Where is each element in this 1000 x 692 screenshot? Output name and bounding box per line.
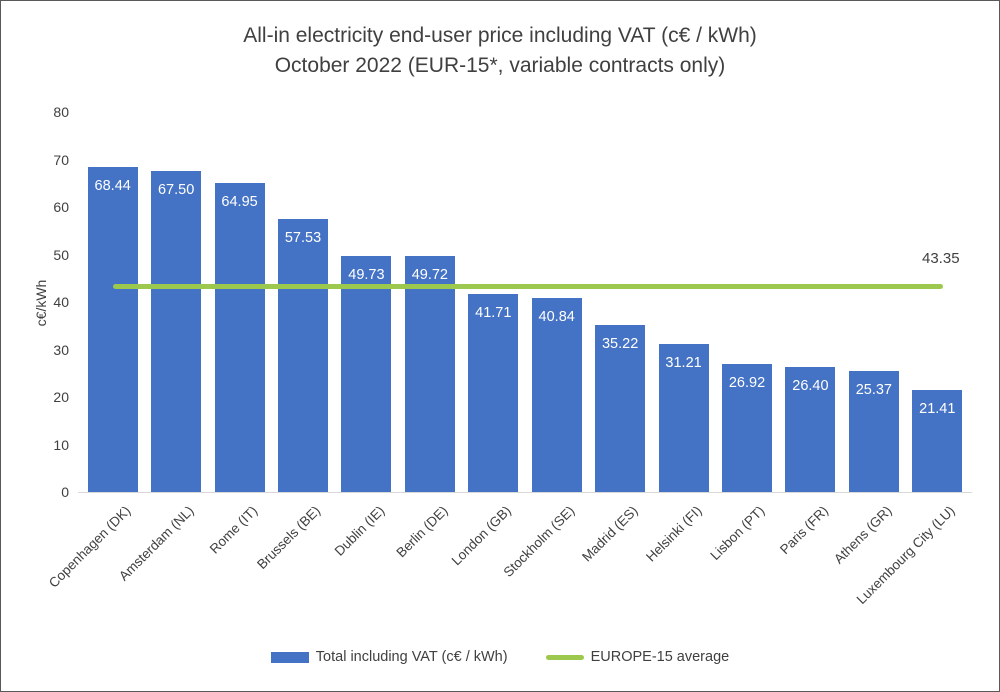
average-line-value-label: 43.35 <box>922 250 960 268</box>
bar-Paris (FR) <box>785 366 836 492</box>
x-tick-label: Helsinki (FI) <box>642 503 705 565</box>
y-tick-label: 30 <box>53 341 69 358</box>
bar-Luxembourg City (LU) <box>912 390 963 492</box>
legend: Total including VAT (c€ / kWh) EUROPE-15… <box>1 649 999 665</box>
chart-title: All-in electricity end-user price includ… <box>1 21 999 81</box>
y-tick-label: 40 <box>53 294 69 310</box>
average-line <box>112 283 944 289</box>
legend-total-label: Total including VAT (c€ / kWh) <box>315 649 508 665</box>
bar-value-label: 21.41 <box>919 401 956 418</box>
x-tick-label: Athens (GR) <box>830 503 895 567</box>
legend-line-swatch-icon <box>545 654 584 660</box>
x-tick-label: Berlin (DE) <box>393 503 451 561</box>
bar-Lisbon (PT) <box>722 364 772 492</box>
bar-value-label: 41.71 <box>475 304 512 321</box>
bar-value-label: 40.84 <box>538 309 575 325</box>
bar-Athens (GR) <box>848 371 899 492</box>
x-axis-line <box>78 492 972 493</box>
x-tick-label: Madrid (ES) <box>579 503 641 565</box>
bar-value-label: 26.40 <box>792 377 829 394</box>
bar-Helsinki (FI) <box>658 343 709 492</box>
legend-item-total: Total including VAT (c€ / kWh) <box>270 649 508 665</box>
bar-Copenhagen (DK) <box>87 166 138 492</box>
bar-value-label: 67.50 <box>157 182 195 199</box>
x-tick-label: Dublin (IE) <box>331 503 388 559</box>
x-tick-label: Paris (FR) <box>776 503 832 558</box>
bar-value-label: 26.92 <box>728 375 766 392</box>
x-tick-label: London (GB) <box>448 503 514 569</box>
x-tick-label: Lisbon (PT) <box>707 503 768 563</box>
bar-value-label: 25.37 <box>855 382 892 399</box>
bar-Dublin (IE) <box>341 255 392 492</box>
x-tick-label: Rome (IT) <box>206 503 261 557</box>
legend-item-average: EUROPE-15 average <box>545 649 730 665</box>
bar-Rome (IT) <box>214 183 265 492</box>
bar-value-label: 68.44 <box>94 177 131 194</box>
bar-value-label: 49.73 <box>348 266 385 283</box>
y-tick-label: 70 <box>53 151 69 168</box>
bar-value-label: 57.53 <box>284 229 322 246</box>
bar-value-label: 64.95 <box>221 194 258 211</box>
bar-value-label: 49.72 <box>411 266 448 283</box>
chart-title-line1: All-in electricity end-user price includ… <box>243 24 757 47</box>
legend-bar-swatch-icon <box>270 651 309 663</box>
y-tick-label: 10 <box>53 436 69 453</box>
bar-Berlin (DE) <box>404 255 455 492</box>
y-tick-label: 20 <box>53 389 69 405</box>
bar-value-label: 35.22 <box>601 335 639 352</box>
bar-value-label: 31.21 <box>665 354 702 371</box>
bar-Madrid (ES) <box>595 324 646 492</box>
bar-Stockholm (SE) <box>531 298 582 492</box>
legend-average-label: EUROPE-15 average <box>590 649 730 665</box>
bar-Brussels (BE) <box>278 218 328 492</box>
y-tick-label: 80 <box>53 104 69 120</box>
y-tick-label: 60 <box>53 199 69 215</box>
x-tick-label: Brussels (BE) <box>254 503 324 572</box>
bar-Amsterdam (NL) <box>151 171 202 492</box>
chart-title-line2: October 2022 (EUR-15*, variable contract… <box>274 54 726 77</box>
y-tick-label: 0 <box>61 484 69 500</box>
y-tick-label: 50 <box>53 246 69 263</box>
bar-London (GB) <box>468 293 519 492</box>
